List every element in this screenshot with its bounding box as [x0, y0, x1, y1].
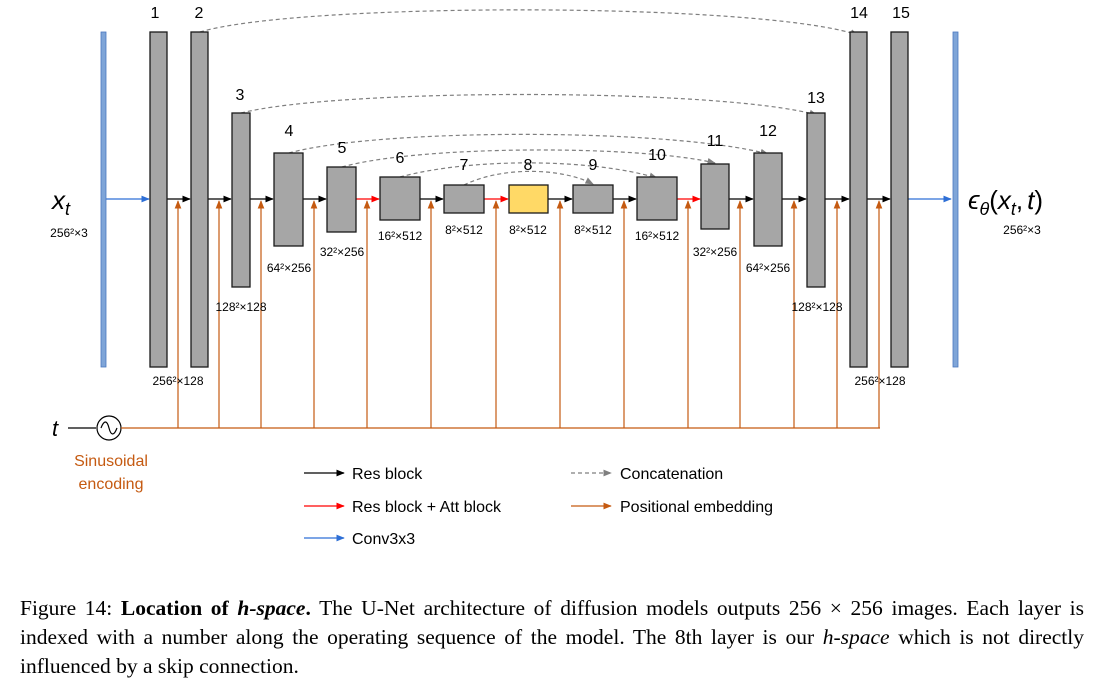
layer-size-8: 8²×512	[509, 223, 547, 237]
layer-size-12: 64²×256	[746, 261, 791, 275]
output-close: )	[1034, 185, 1043, 215]
legend-concat: Concatenation	[620, 466, 723, 483]
caption-title-bold: Location of	[120, 596, 229, 620]
layer-index-11: 11	[707, 133, 724, 150]
caption-text-1: The U-Net architecture of diffusion mode…	[20, 596, 1084, 649]
layer-index-14: 14	[850, 5, 868, 22]
layer-block-10	[636, 176, 678, 221]
layer-index-2: 2	[195, 5, 204, 22]
layer-index-8: 8	[524, 157, 533, 174]
input-label: xt 256²×3	[50, 185, 88, 240]
output-t: t	[1027, 185, 1036, 215]
layer-index-6: 6	[396, 150, 405, 167]
skip-connections	[199, 9, 859, 186]
layer-size-5: 32²×256	[320, 245, 365, 259]
skip-5-11	[341, 149, 716, 168]
svg-text:ϵθ(xt,t): ϵθ(xt, t)	[968, 185, 1043, 219]
layer-size-6: 16²×512	[378, 229, 423, 243]
legend-pos-emb: Positional embedding	[620, 499, 773, 516]
skip-7-9	[463, 170, 594, 186]
layer-block-14	[849, 31, 868, 368]
layer-size-7: 8²×512	[445, 223, 483, 237]
layer-size-1: 256²×128	[152, 374, 203, 388]
output-open: (	[989, 185, 998, 215]
caption-title-end: .	[305, 596, 311, 620]
layer-block-15	[890, 31, 909, 368]
time-embedding: t Sinusoidal encoding	[52, 415, 880, 493]
layer-blocks	[149, 31, 909, 368]
layer-size-11: 32²×256	[693, 245, 738, 259]
skip-6-10	[399, 162, 658, 180]
output-comma: ,	[1016, 185, 1023, 215]
caption-text-2: which is not directly influenced by a sk…	[20, 625, 1084, 678]
layer-size-3: 128²×128	[215, 300, 266, 314]
svg-text:xt: xt	[50, 185, 71, 219]
layer-index-5: 5	[338, 140, 347, 157]
conv-out-bar	[952, 31, 959, 368]
layer-block-5	[326, 166, 357, 233]
layer-block-7	[443, 184, 485, 214]
output-eps: ϵ	[968, 185, 980, 215]
time-label: t	[52, 416, 59, 441]
input-subscript: t	[65, 199, 71, 219]
caption-hspace: h-space	[822, 625, 890, 649]
layer-index-7: 7	[460, 157, 469, 174]
input-shape: 256²×3	[50, 226, 88, 240]
output-theta: θ	[979, 199, 989, 219]
layer-block-12	[753, 152, 783, 247]
conv-in-bar	[100, 31, 107, 368]
output-shape: 256²×3	[1003, 223, 1041, 237]
sinusoidal-label-1: Sinusoidal	[74, 453, 148, 470]
output-label: ϵθ(xt, t) 256²×3	[968, 185, 1043, 237]
layer-size-14: 256²×128	[854, 374, 905, 388]
layer-block-4	[273, 152, 304, 247]
layer-size-9: 8²×512	[574, 223, 612, 237]
caption-title-italic: h-space	[237, 596, 306, 620]
layer-block-2	[190, 31, 209, 368]
layer-index-13: 13	[807, 90, 825, 107]
layer-size-13: 128²×128	[791, 300, 842, 314]
layer-size-4: 64²×256	[267, 261, 312, 275]
caption-fig-label: Figure 14:	[20, 596, 113, 620]
legend-res-att-block: Res block + Att block	[352, 499, 502, 516]
layer-size-10: 16²×512	[635, 229, 680, 243]
layer-index-3: 3	[236, 87, 245, 104]
layer-block-1	[149, 31, 168, 368]
layer-block-11	[700, 163, 730, 230]
output-x-sub: t	[1011, 199, 1017, 219]
layer-index-4: 4	[285, 123, 294, 140]
skip-3-13	[240, 93, 818, 117]
figure-caption: Figure 14: Location of h-space. The U-Ne…	[20, 594, 1084, 681]
layer-block-13	[806, 112, 826, 288]
layer-index-1: 1	[151, 5, 160, 22]
layer-index-15: 15	[892, 5, 910, 22]
layer-sizes: 256²×128 128²×128 64²×256 32²×256 16²×512 8²×…	[152, 223, 905, 388]
legend: Res block Res block + Att block Conv3x3 …	[304, 466, 773, 548]
layer-index-10: 10	[648, 147, 666, 164]
input-symbol: x	[50, 185, 66, 215]
layer-block-9	[572, 184, 614, 214]
layer-index-9: 9	[589, 157, 598, 174]
layer-block-8	[508, 184, 549, 214]
sinusoidal-label-2: encoding	[79, 476, 144, 493]
layer-block-3	[231, 112, 251, 288]
layer-block-6	[379, 176, 421, 221]
legend-res-block: Res block	[352, 466, 423, 483]
skip-4-12	[288, 133, 769, 156]
legend-conv: Conv3x3	[352, 531, 415, 548]
skip-2-14	[199, 9, 859, 36]
output-x: x	[996, 185, 1012, 215]
layer-index-12: 12	[759, 123, 777, 140]
positional-embedding-arrows	[174, 200, 883, 428]
